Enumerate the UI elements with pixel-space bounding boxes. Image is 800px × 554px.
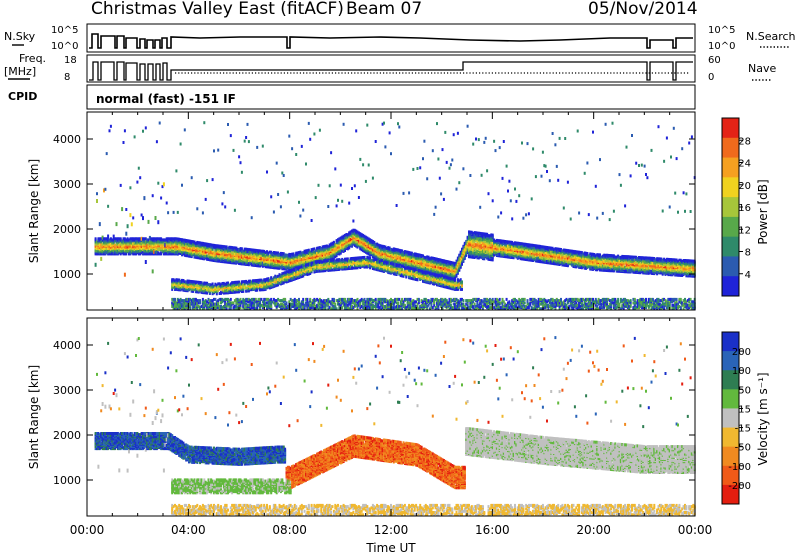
data-cell <box>124 273 126 277</box>
data-cell <box>107 235 109 239</box>
data-cell <box>175 169 177 172</box>
data-cell <box>203 121 205 124</box>
data-cell <box>145 126 147 129</box>
nsky-label: N.Sky <box>4 30 36 43</box>
nsearch-tick-top: 10^5 <box>708 25 735 36</box>
data-cell <box>125 208 127 211</box>
data-cell <box>157 220 159 224</box>
data-cell <box>156 140 158 143</box>
data-cell <box>160 197 162 200</box>
nsky-tick-top: 10^5 <box>51 25 78 36</box>
data-cell <box>152 194 154 197</box>
data-cell <box>106 152 108 155</box>
freq-label-line1: Freq. <box>19 52 46 65</box>
nave-tick-bottom: 0 <box>708 72 714 83</box>
freq-tick-top: 18 <box>64 55 77 66</box>
data-cell <box>145 260 147 264</box>
data-cell <box>181 184 183 187</box>
data-cell <box>143 196 145 200</box>
data-cell <box>134 135 136 138</box>
data-cell <box>163 182 165 186</box>
data-cell <box>107 205 109 208</box>
data-cell <box>202 211 204 214</box>
data-cell <box>177 211 179 214</box>
data-cell <box>180 143 182 146</box>
data-cell <box>129 186 131 189</box>
data-cell <box>95 237 97 240</box>
data-cell <box>205 198 207 201</box>
data-cell <box>100 257 102 261</box>
data-cell <box>159 122 161 125</box>
freq-panel <box>87 55 695 82</box>
data-cell <box>110 125 112 128</box>
data-cell <box>191 176 193 179</box>
data-cell <box>120 184 122 187</box>
data-cell <box>116 222 118 226</box>
data-cell <box>196 207 198 210</box>
data-cell <box>95 263 97 267</box>
data-cell <box>129 213 131 217</box>
data-cell <box>142 130 144 133</box>
nsearch-tick-bottom: 10^0 <box>708 41 735 52</box>
data-cell <box>155 216 157 220</box>
freq-trace <box>89 62 693 80</box>
freq-tick-bottom: 8 <box>64 72 70 83</box>
data-cell <box>167 211 169 214</box>
nsky-trace <box>89 34 693 48</box>
data-cell <box>123 141 125 144</box>
data-cell <box>121 207 123 211</box>
cpid-value: normal (fast) -151 IF <box>96 92 236 106</box>
data-cell <box>96 199 98 203</box>
data-cell <box>174 298 176 301</box>
beam-label: Beam 07 <box>346 0 422 19</box>
data-cell <box>212 178 214 181</box>
data-cell <box>109 129 111 132</box>
data-cell <box>125 232 127 236</box>
data-cell <box>104 188 106 191</box>
data-cell <box>217 149 219 152</box>
radar-figure: Christmas Valley East (fitACF) Beam 07 0… <box>0 0 800 554</box>
nsky-tick-bottom: 10^0 <box>51 41 78 52</box>
data-cell <box>157 182 159 185</box>
nsearch-label: N.Search <box>746 30 796 43</box>
data-cell <box>96 192 98 195</box>
data-cell <box>127 224 129 228</box>
data-cell <box>141 214 143 217</box>
data-cell <box>152 269 154 273</box>
data-cell <box>213 149 215 152</box>
nave-label: Nave <box>748 62 776 75</box>
data-cell <box>173 211 175 214</box>
data-cell <box>142 216 144 220</box>
data-cell <box>139 176 141 179</box>
data-cell <box>124 129 126 132</box>
freq-label-line2: [MHz] <box>4 65 36 78</box>
data-cell <box>136 181 138 184</box>
cpid-label: CPID <box>8 90 37 103</box>
data-cell <box>132 216 134 219</box>
data-cell <box>138 167 140 170</box>
nave-tick-top: 60 <box>708 55 721 66</box>
data-cell <box>206 179 208 182</box>
data-cell <box>99 222 101 226</box>
data-cell <box>199 299 201 302</box>
data-cell <box>184 128 186 131</box>
data-cell <box>166 202 168 205</box>
data-cell <box>131 222 133 226</box>
date-label: 05/Nov/2014 <box>588 0 698 19</box>
station-title: Christmas Valley East (fitACF) <box>91 0 344 19</box>
data-cell <box>148 220 150 224</box>
